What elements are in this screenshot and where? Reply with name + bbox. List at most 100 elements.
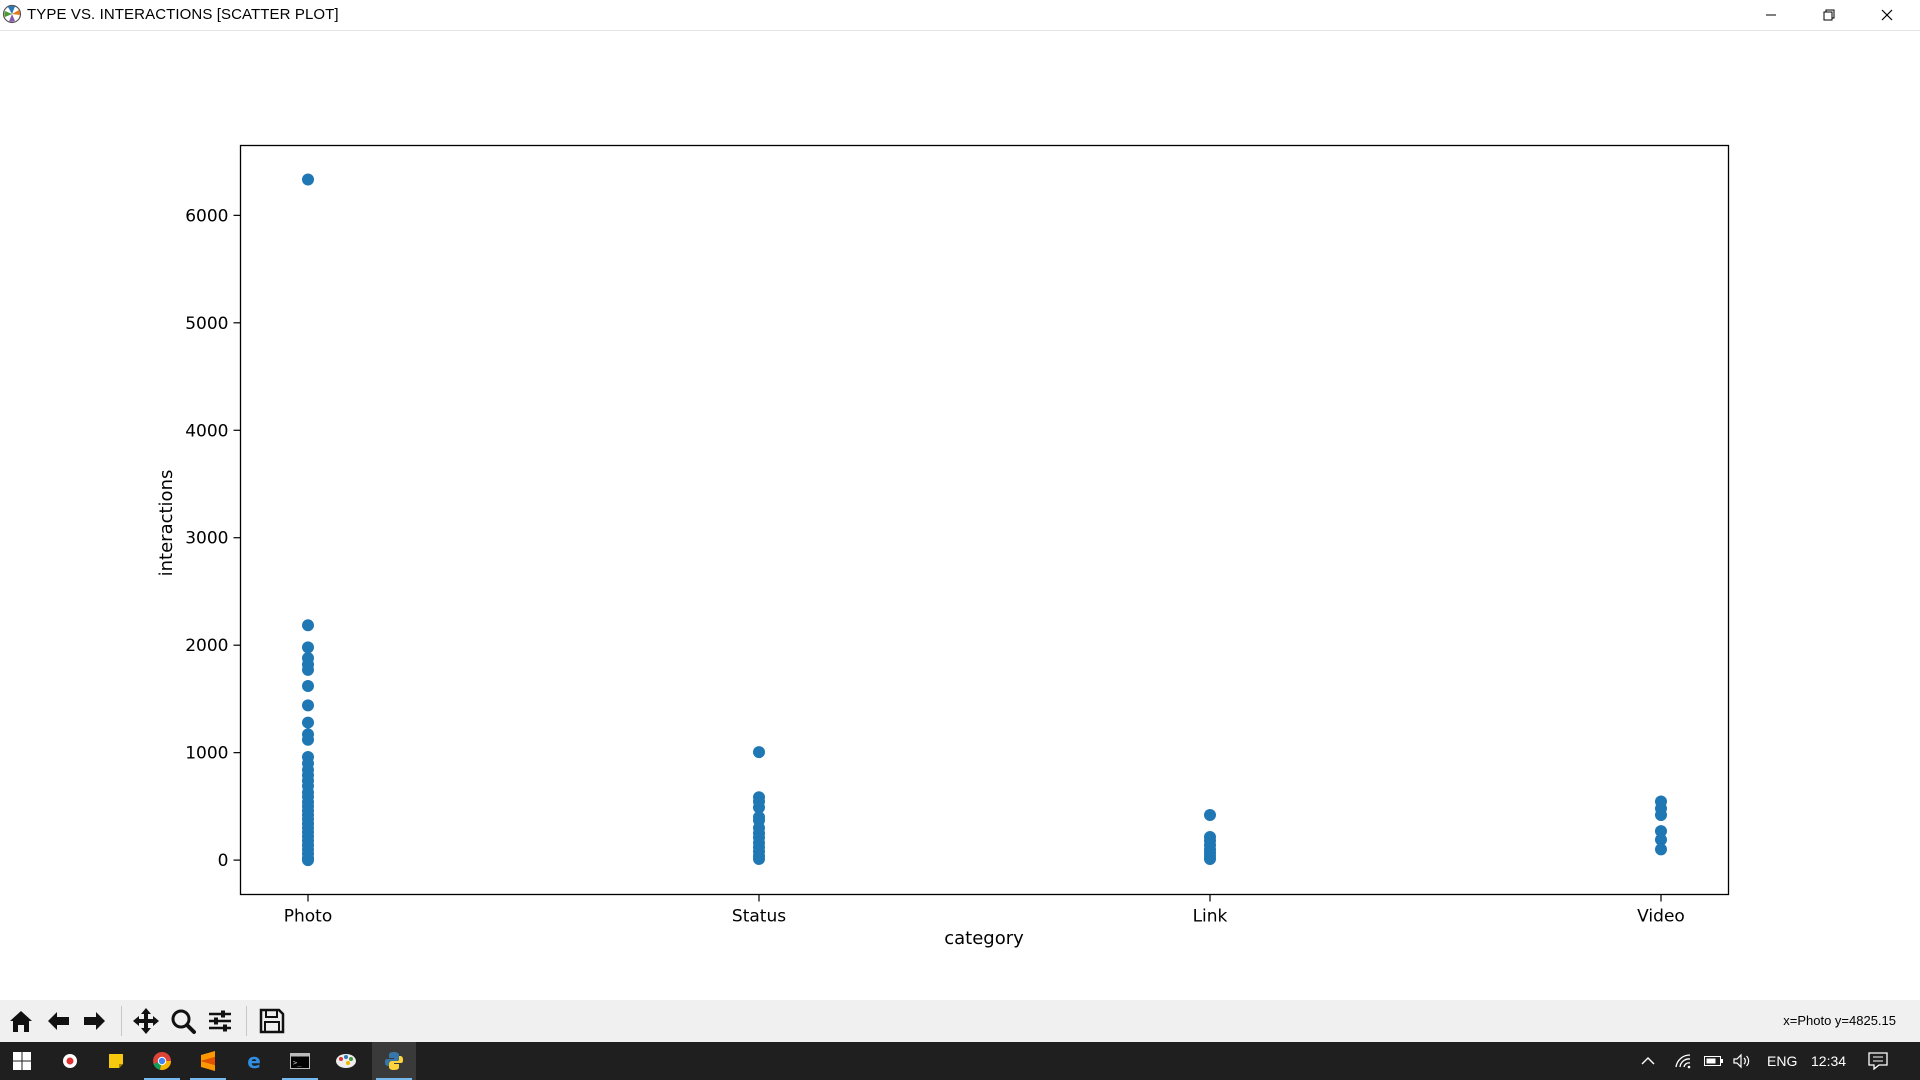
python-icon bbox=[385, 1052, 403, 1070]
edge-icon: e bbox=[247, 1051, 261, 1071]
running-indicator bbox=[190, 1078, 226, 1080]
battery-icon bbox=[1704, 1056, 1723, 1066]
clock[interactable]: 12:34 bbox=[1811, 1053, 1847, 1069]
toolbar-separator bbox=[121, 1006, 122, 1036]
chevron-up-icon bbox=[1641, 1057, 1655, 1065]
data-point bbox=[302, 854, 314, 867]
volume-icon bbox=[1733, 1053, 1750, 1069]
zoom-icon bbox=[171, 1009, 196, 1034]
minimize-icon bbox=[1766, 14, 1776, 16]
close-button[interactable] bbox=[1858, 0, 1916, 30]
svg-text:>_: >_ bbox=[293, 1059, 302, 1067]
y-tick-label: 5000 bbox=[185, 314, 228, 334]
save-button[interactable] bbox=[255, 1004, 289, 1038]
y-ticks: 0 1000 2000 3000 4000 5000 6000 bbox=[185, 206, 241, 871]
maximize-icon bbox=[1823, 9, 1835, 21]
data-point bbox=[753, 801, 765, 814]
data-point bbox=[1655, 825, 1667, 838]
figure-canvas[interactable]: 0 1000 2000 3000 4000 5000 6000 Photo Status Lin… bbox=[0, 31, 1920, 1000]
x-tick-label: Status bbox=[732, 907, 786, 927]
chrome-icon bbox=[153, 1052, 172, 1071]
taskbar-app-sticky-notes[interactable] bbox=[94, 1042, 138, 1080]
y-tick-label: 3000 bbox=[185, 529, 228, 549]
title-bar: TYPE VS. INTERACTIONS [SCATTER PLOT] bbox=[0, 0, 1920, 31]
back-button[interactable] bbox=[41, 1004, 75, 1038]
data-point bbox=[753, 853, 765, 866]
back-arrow-icon bbox=[48, 1012, 69, 1030]
taskbar-app-terminal[interactable]: >_ bbox=[278, 1042, 322, 1080]
taskbar: e >_ bbox=[0, 1042, 1920, 1080]
x-ticks: Photo Status Link Video bbox=[284, 894, 1685, 927]
scatter-plot: 0 1000 2000 3000 4000 5000 6000 Photo Status Lin… bbox=[156, 144, 1730, 949]
data-point bbox=[302, 680, 314, 693]
home-icon bbox=[10, 1011, 32, 1032]
home-button[interactable] bbox=[4, 1004, 38, 1038]
taskbar-app-chrome[interactable] bbox=[140, 1042, 184, 1080]
y-tick-label: 1000 bbox=[185, 744, 228, 764]
record-icon bbox=[63, 1054, 77, 1068]
windows-start-icon bbox=[13, 1052, 31, 1070]
y-axis-label: interactions bbox=[156, 470, 177, 577]
notifications-icon bbox=[1868, 1052, 1888, 1070]
window-title: TYPE VS. INTERACTIONS [SCATTER PLOT] bbox=[27, 6, 339, 23]
data-point bbox=[302, 716, 314, 729]
x-tick-label: Photo bbox=[284, 907, 333, 927]
x-tick-label: Link bbox=[1193, 907, 1228, 927]
pan-icon bbox=[133, 1008, 159, 1034]
configure-subplots-button[interactable] bbox=[203, 1004, 237, 1038]
matplotlib-icon bbox=[2, 4, 22, 24]
navigation-toolbar: x=Photo y=4825.15 bbox=[0, 1000, 1920, 1042]
forward-arrow-icon bbox=[84, 1012, 105, 1030]
save-icon bbox=[259, 1008, 285, 1034]
running-indicator bbox=[282, 1078, 318, 1080]
volume-button[interactable] bbox=[1732, 1042, 1752, 1080]
minimize-button[interactable] bbox=[1742, 0, 1800, 30]
notifications-button[interactable] bbox=[1868, 1042, 1888, 1080]
language-indicator[interactable]: ENG bbox=[1767, 1053, 1798, 1069]
forward-button[interactable] bbox=[78, 1004, 112, 1038]
data-point bbox=[302, 641, 314, 654]
battery-button[interactable] bbox=[1704, 1042, 1724, 1080]
data-point bbox=[302, 173, 314, 186]
data-point bbox=[302, 619, 314, 632]
zoom-button[interactable] bbox=[166, 1004, 200, 1038]
data-point bbox=[302, 663, 314, 676]
wifi-icon bbox=[1675, 1054, 1691, 1069]
x-tick-label: Video bbox=[1637, 907, 1685, 927]
y-tick-label: 2000 bbox=[185, 636, 228, 656]
taskbar-app-python[interactable] bbox=[372, 1042, 416, 1080]
axes-frame bbox=[239, 144, 1730, 896]
terminal-icon: >_ bbox=[290, 1053, 310, 1069]
data-point bbox=[302, 699, 314, 712]
data-point bbox=[1204, 853, 1216, 866]
y-tick-label: 0 bbox=[218, 851, 229, 871]
network-button[interactable] bbox=[1674, 1042, 1692, 1080]
svg-text:e: e bbox=[247, 1051, 261, 1071]
data-point bbox=[1655, 843, 1667, 856]
y-tick-label: 6000 bbox=[185, 206, 228, 226]
close-icon bbox=[1881, 9, 1893, 21]
data-point bbox=[1655, 833, 1667, 846]
data-point bbox=[1655, 808, 1667, 821]
taskbar-app-record[interactable] bbox=[48, 1042, 92, 1080]
running-indicator bbox=[144, 1078, 180, 1080]
pan-button[interactable] bbox=[129, 1004, 163, 1038]
configure-subplots-icon bbox=[209, 1010, 231, 1032]
sticky-notes-icon bbox=[109, 1054, 123, 1068]
toolbar-separator bbox=[246, 1006, 247, 1036]
cursor-coordinates: x=Photo y=4825.15 bbox=[1783, 1013, 1896, 1028]
paint-icon bbox=[336, 1054, 356, 1068]
x-axis-label: category bbox=[944, 928, 1024, 949]
start-button[interactable] bbox=[0, 1042, 44, 1080]
running-indicator bbox=[376, 1078, 412, 1080]
maximize-button[interactable] bbox=[1800, 0, 1858, 30]
y-tick-label: 4000 bbox=[185, 421, 228, 441]
data-points bbox=[302, 173, 1667, 867]
data-point bbox=[1204, 808, 1216, 821]
taskbar-app-sublime[interactable] bbox=[186, 1042, 230, 1080]
data-point bbox=[302, 733, 314, 746]
tray-overflow-button[interactable] bbox=[1640, 1042, 1656, 1080]
taskbar-app-paint[interactable] bbox=[324, 1042, 368, 1080]
taskbar-app-edge[interactable]: e bbox=[232, 1042, 276, 1080]
sublime-icon bbox=[201, 1051, 215, 1071]
